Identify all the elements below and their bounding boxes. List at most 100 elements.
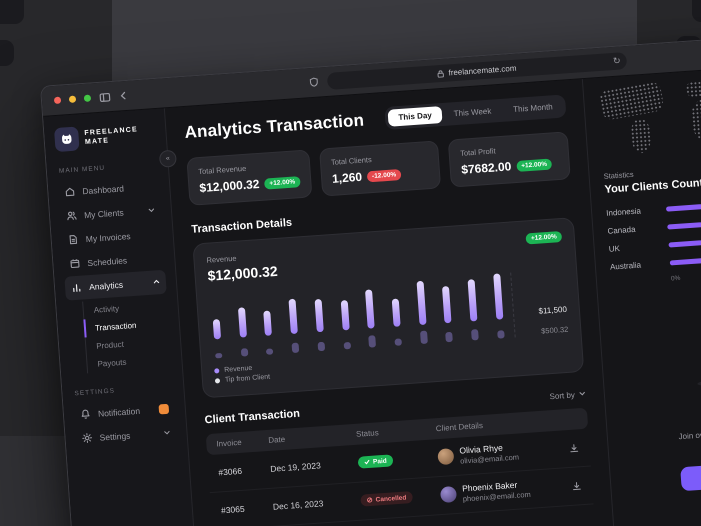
bell-icon (80, 408, 92, 422)
cancel-icon (367, 497, 373, 503)
download-invoice-icon[interactable] (560, 480, 583, 493)
chevron-down-icon (148, 205, 156, 215)
sidebar-item-analytics[interactable]: Analytics (64, 269, 167, 301)
tab-this-week[interactable]: This Week (453, 106, 492, 119)
close-window-button[interactable] (53, 96, 62, 105)
submenu-label: Transaction (94, 320, 137, 333)
stat-card-total-profit: Total Profit $7682.00 +12.00% (448, 131, 571, 188)
avatar (439, 486, 458, 504)
revenue-bar (442, 285, 452, 324)
stat-card-total-revenue: Total Revenue $12,000.32 +12.00% (186, 149, 313, 206)
sidebar-item-dashboard[interactable]: Dashboard (58, 174, 160, 205)
tip-bar (343, 341, 351, 350)
world-map (597, 66, 701, 162)
address-bar[interactable]: freelancemate.com ↻ (326, 52, 628, 90)
guide-label-tip: $500.32 (540, 324, 569, 336)
trend-up-badge: +12.00% (515, 157, 553, 172)
submenu-label: Product (95, 339, 125, 351)
minimize-window-button[interactable] (68, 95, 77, 104)
section-title-client-transaction: Client Transaction (204, 407, 301, 427)
sort-by-label: Sort by (549, 389, 576, 401)
sidebar-item-notification[interactable]: Notification (73, 396, 175, 427)
refresh-icon[interactable]: ↻ (612, 55, 621, 66)
tip-bar (215, 352, 223, 359)
revenue-bar (288, 298, 299, 335)
zoom-window-button[interactable] (83, 94, 92, 102)
legend-label: Tip from Client (224, 373, 271, 384)
tip-bar (266, 348, 274, 355)
revenue-bar (263, 310, 273, 336)
sidebar: FREELANCE MATE « MAIN MENU Dashboard My C… (43, 108, 208, 526)
download-invoice-icon[interactable] (557, 442, 580, 455)
country-label: Canada (607, 224, 636, 236)
browser-chrome: freelancemate.com ↻ (41, 29, 701, 117)
tip-bar (291, 342, 300, 354)
chart-total-value: $12,000.32 (207, 262, 279, 284)
brand: FREELANCE MATE (53, 121, 156, 153)
tip-bar (419, 330, 428, 345)
tab-this-month[interactable]: This Month (512, 102, 554, 115)
revenue-bar (212, 319, 222, 340)
legend-dot-purple (214, 368, 220, 374)
stat-cards: Total Revenue $12,000.32 +12.00% Total C… (186, 131, 571, 206)
deco-square (0, 40, 14, 66)
stat-card-total-clients: Total Clients 1,260 -12.00% (318, 140, 442, 197)
country-list: Indonesia Canada UK Australia (606, 186, 701, 276)
column-status: Status (355, 428, 380, 439)
brand-name-line1: FREELANCE (84, 125, 139, 137)
stat-value: $12,000.32 (199, 176, 260, 196)
invoice-icon (67, 233, 79, 247)
brand-logo-icon (53, 126, 80, 153)
country-bar (665, 193, 701, 212)
sidebar-item-label: My Clients (83, 207, 125, 221)
chart-guide-labels: $11,500 $500.32 (510, 268, 569, 338)
tab-this-day[interactable]: This Day (387, 106, 443, 127)
get-started-button[interactable]: Get started (679, 456, 701, 492)
page-title: Analytics Transaction (183, 109, 365, 142)
browser-window: freelancemate.com ↻ FREE (40, 28, 701, 526)
invoice-number: #3065 (220, 503, 245, 516)
sidebar-item-my-invoices[interactable]: My Invoices (61, 222, 163, 253)
revenue-bar (467, 279, 478, 322)
sidebar-item-schedules[interactable]: Schedules (63, 246, 165, 277)
stat-value: $7682.00 (460, 159, 512, 177)
stat-label: Total Profit (459, 146, 496, 158)
users-icon (66, 209, 78, 223)
tip-bar (317, 341, 326, 352)
legend-dot-gray (214, 378, 221, 384)
sidebar-item-settings[interactable]: Settings (75, 420, 177, 451)
sidebar-item-label: Notification (97, 405, 141, 419)
period-tabs: This Day This Week This Month (384, 94, 567, 130)
chevron-down-icon (163, 428, 171, 438)
chevron-up-icon (153, 277, 161, 287)
table-row[interactable]: #3066 Dec 19, 2023 Paid Olivia Rhye oliv… (207, 428, 591, 493)
revenue-bar (314, 298, 324, 333)
revenue-bar (416, 280, 427, 326)
back-icon[interactable] (119, 91, 129, 101)
invoice-number: #3066 (218, 466, 243, 478)
column-client-details: Client Details (435, 420, 484, 434)
submenu-item-payouts[interactable]: Payouts (97, 350, 172, 373)
legend-label: Revenue (224, 364, 253, 374)
url-text: freelancemate.com (448, 63, 517, 78)
calendar-icon (69, 257, 81, 271)
tip-bar (497, 330, 505, 339)
analytics-submenu: Activity Transaction Product Payouts (82, 295, 172, 374)
country-label: Australia (609, 260, 642, 272)
revenue-bar (340, 300, 350, 331)
revenue-bar (391, 298, 401, 327)
status-badge-paid: Paid (357, 454, 394, 470)
analytics-icon (71, 281, 83, 295)
table-row[interactable]: #3065 Dec 16, 2023 Cancelled Phoenix Bak… (209, 466, 594, 526)
sort-by-dropdown[interactable]: Sort by (549, 389, 586, 401)
shield-icon[interactable] (308, 77, 320, 89)
settings-section-label: SETTINGS (74, 387, 116, 398)
tip-bar (240, 348, 249, 357)
sidebar-toggle-icon[interactable] (99, 91, 112, 104)
trend-down-badge: -12.00% (366, 168, 402, 182)
submenu-label: Activity (93, 303, 120, 315)
trend-up-badge: +12.00% (264, 175, 301, 190)
stat-label: Total Clients (330, 155, 373, 167)
column-date: Date (267, 434, 286, 445)
sidebar-item-my-clients[interactable]: My Clients (59, 198, 161, 229)
